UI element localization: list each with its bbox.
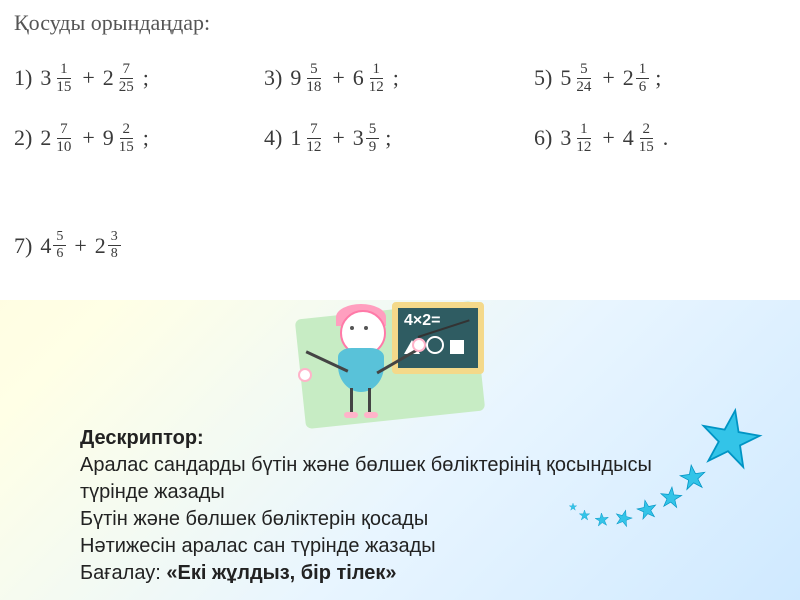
student-illustration: 4×2= — [300, 270, 500, 420]
problem-4: 4) 1 7 12 + 3 5 9 ; — [264, 108, 534, 168]
problem-3: 3) 9 5 18 + 6 1 12 ; — [264, 48, 534, 108]
mixed-number: 3 1 15 — [40, 62, 74, 95]
problem-1: 1) 3 1 15 + 2 7 25 ; — [14, 48, 264, 108]
evaluation-label: Бағалау: — [80, 562, 166, 584]
problem-number: 7) — [14, 233, 32, 259]
worksheet-panel: Қосуды орындаңдар: 1) 3 1 15 + 2 7 2 — [0, 0, 800, 300]
slide-root: Қосуды орындаңдар: 1) 3 1 15 + 2 7 2 — [0, 0, 800, 600]
descriptor-head: Дескриптор: — [80, 427, 204, 449]
problem-number: 2) — [14, 125, 32, 151]
terminator: ; — [143, 65, 149, 91]
descriptor-block: Дескриптор: Аралас сандарды бүтін және б… — [80, 425, 720, 587]
worksheet-title: Қосуды орындаңдар: — [14, 10, 786, 36]
problem-6: 6) 3 1 12 + 4 2 15 . — [534, 108, 784, 168]
problem-2: 2) 2 7 10 + 9 2 15 ; — [14, 108, 264, 168]
plus-operator: + — [82, 65, 94, 91]
problem-7: 7) 4 5 6 + 2 3 8 — [14, 230, 123, 261]
problem-number: 1) — [14, 65, 32, 91]
pupil-figure — [320, 310, 410, 420]
square-icon — [450, 340, 464, 354]
problem-5: 5) 5 5 24 + 2 1 6 ; — [534, 48, 784, 108]
problems-grid: 1) 3 1 15 + 2 7 25 ; — [14, 48, 786, 168]
problem-number: 4) — [264, 125, 282, 151]
descriptor-line: Нәтижесін аралас сан түрінде жазады — [80, 535, 436, 557]
descriptor-line: Аралас сандарды бүтін және бөлшек бөлікт… — [80, 454, 652, 503]
circle-icon — [426, 336, 444, 354]
descriptor-line: Бүтін және бөлшек бөліктерін қосады — [80, 508, 428, 530]
problem-number: 6) — [534, 125, 552, 151]
problem-number: 5) — [534, 65, 552, 91]
mixed-number: 2 7 25 — [103, 62, 137, 95]
evaluation-value: «Екі жұлдыз, бір тілек» — [166, 562, 396, 584]
problem-number: 3) — [264, 65, 282, 91]
